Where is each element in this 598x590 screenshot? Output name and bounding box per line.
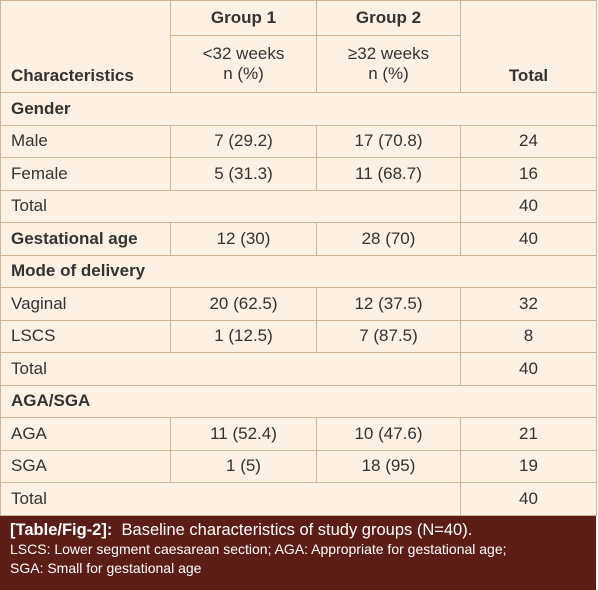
cell: 17 (70.8)	[316, 124, 461, 158]
cell: 10 (47.6)	[316, 417, 461, 451]
header-row: Characteristics Group 1 Group 2 Total	[0, 0, 597, 93]
table-row: Female 5 (31.3) 11 (68.7) 16	[0, 157, 597, 191]
row-label: SGA	[0, 449, 171, 483]
table-row: Total 40	[0, 482, 597, 516]
cell: 32	[460, 287, 597, 321]
cell: 24	[460, 124, 597, 158]
table-row: AGA/SGA	[0, 384, 597, 418]
caption: [Table/Fig-2]: Baseline characteristics …	[0, 515, 596, 590]
caption-note: LSCS: Lower segment caesarean section; A…	[10, 540, 507, 557]
caption-note: SGA: Small for gestational age	[10, 559, 202, 576]
header-cell: Group 1	[170, 0, 317, 36]
cell: 1 (12.5)	[170, 319, 317, 353]
cell: 18 (95)	[316, 449, 461, 483]
row-label: Male	[0, 124, 171, 158]
header-line: <32 weeks	[202, 44, 285, 63]
cell: 40	[460, 222, 597, 256]
cell: 7 (87.5)	[316, 319, 461, 353]
caption-notes: LSCS: Lower segment caesarean section; A…	[10, 540, 586, 578]
header-line: n (%)	[223, 64, 264, 83]
table-row: SGA 1 (5) 18 (95) 19	[0, 449, 597, 483]
table-row: AGA 11 (52.4) 10 (47.6) 21	[0, 417, 597, 451]
cell: 8	[460, 319, 597, 353]
row-label: AGA/SGA	[0, 384, 597, 418]
cell: 1 (5)	[170, 449, 317, 483]
cell: 40	[460, 189, 597, 223]
cell: 21	[460, 417, 597, 451]
row-label: Mode of delivery	[0, 254, 597, 288]
cell: 11 (52.4)	[170, 417, 317, 451]
row-label: Vaginal	[0, 287, 171, 321]
table-row: Gestational age 12 (30) 28 (70) 40	[0, 222, 597, 256]
header-cell: ≥32 weeks n (%)	[316, 35, 461, 93]
cell: 7 (29.2)	[170, 124, 317, 158]
caption-title: [Table/Fig-2]: Baseline characteristics …	[10, 521, 586, 540]
caption-label: [Table/Fig-2]:	[10, 520, 113, 539]
table-row: Total 40	[0, 352, 597, 386]
cell: 16	[460, 157, 597, 191]
row-label: AGA	[0, 417, 171, 451]
row-label: LSCS	[0, 319, 171, 353]
cell: 12 (37.5)	[316, 287, 461, 321]
table-row: Total 40	[0, 189, 597, 223]
row-label: Total	[0, 352, 461, 386]
cell: 28 (70)	[316, 222, 461, 256]
header-cell: Group 2	[316, 0, 461, 36]
header-cell: Characteristics	[0, 0, 171, 93]
row-label: Gender	[0, 92, 597, 126]
cell: 11 (68.7)	[316, 157, 461, 191]
table-row: LSCS 1 (12.5) 7 (87.5) 8	[0, 319, 597, 353]
row-label: Total	[0, 482, 461, 516]
row-label: Gestational age	[0, 222, 171, 256]
header-row: <32 weeks n (%) ≥32 weeks n (%)	[1, 35, 597, 93]
table: Characteristics Group 1 Group 2 Total <3…	[0, 0, 597, 516]
header-line: ≥32 weeks	[347, 44, 430, 63]
caption-text: Baseline characteristics of study groups…	[121, 520, 473, 539]
header-cell: Total	[460, 0, 597, 93]
cell: 40	[460, 482, 597, 516]
cell: 5 (31.3)	[170, 157, 317, 191]
row-label: Female	[0, 157, 171, 191]
table-row: Male 7 (29.2) 17 (70.8) 24	[0, 124, 597, 158]
cell: 19	[460, 449, 597, 483]
table-row: Mode of delivery	[0, 254, 597, 288]
table-row: Vaginal 20 (62.5) 12 (37.5) 32	[0, 287, 597, 321]
header-line: n (%)	[368, 64, 409, 83]
cell: 12 (30)	[170, 222, 317, 256]
cell: 20 (62.5)	[170, 287, 317, 321]
header-cell: <32 weeks n (%)	[170, 35, 317, 93]
cell: 40	[460, 352, 597, 386]
row-label: Total	[0, 189, 461, 223]
table-row: Gender	[0, 92, 597, 126]
